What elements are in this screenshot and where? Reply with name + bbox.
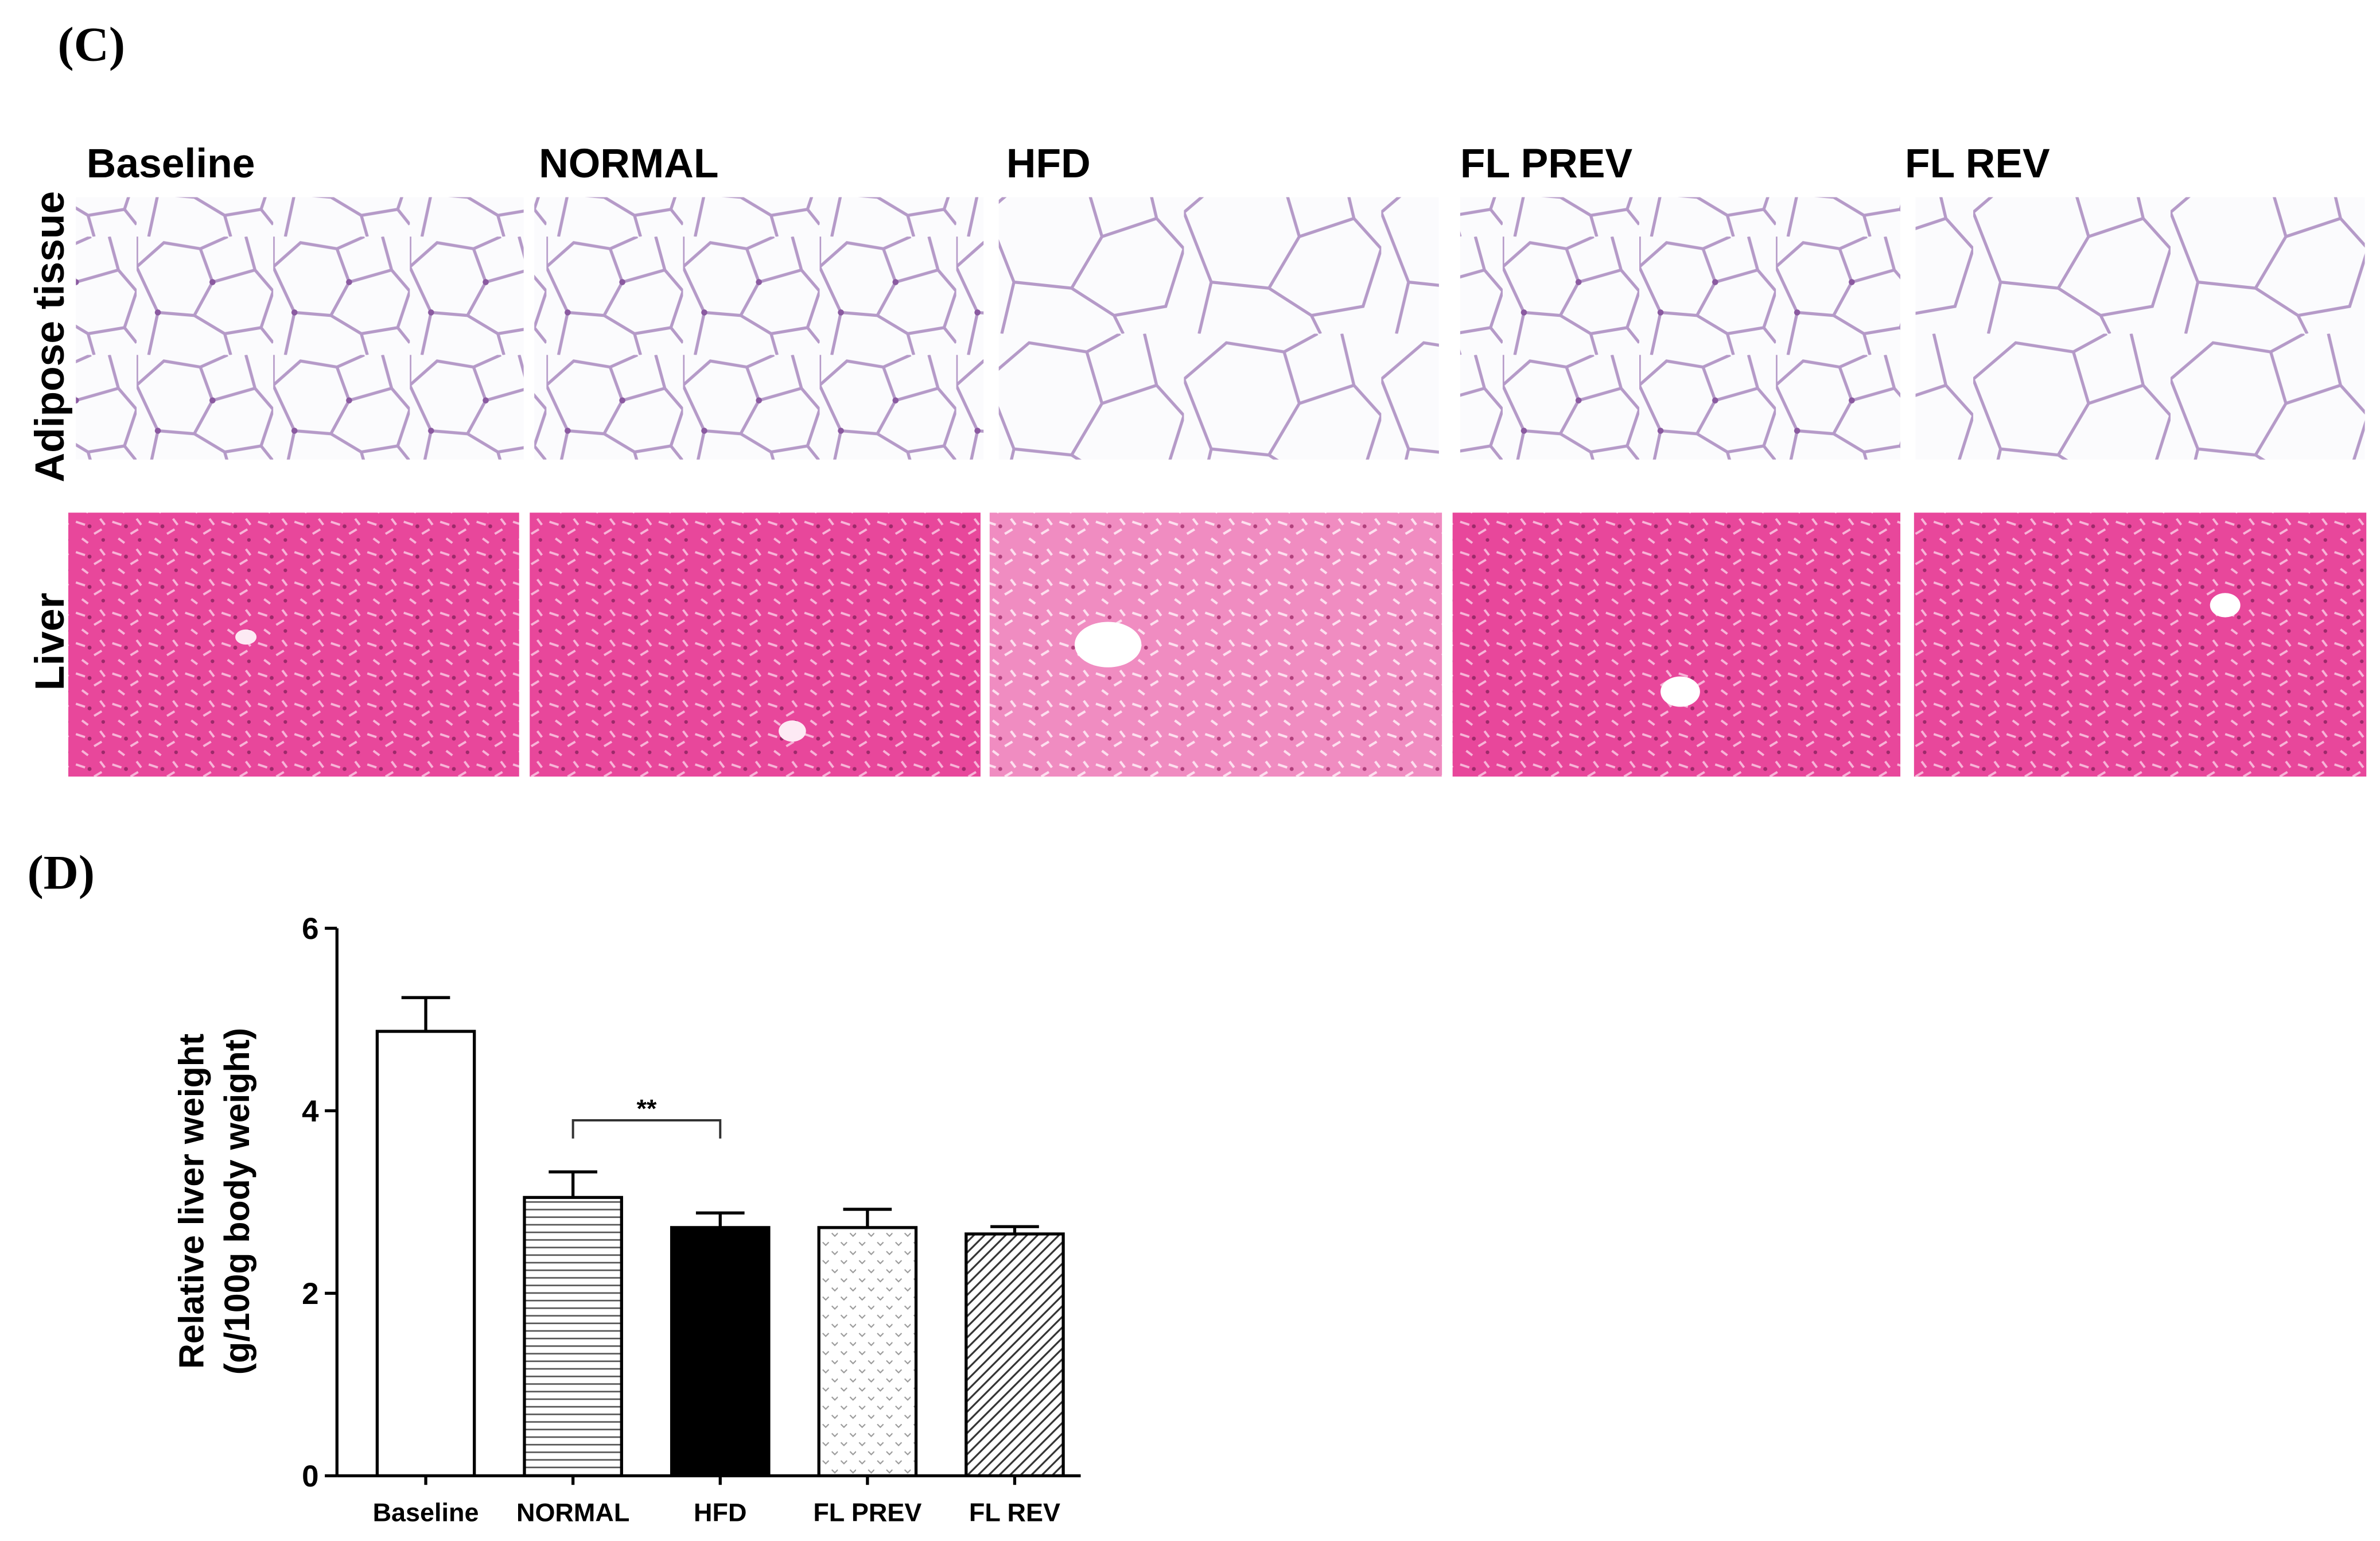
x-tick-label: HFD — [694, 1498, 746, 1527]
histology-image — [1452, 513, 1901, 777]
bar — [965, 1232, 1065, 1478]
significance-bracket — [571, 1119, 722, 1139]
panel-label: (C) — [58, 18, 126, 72]
x-tick-label: FL REV — [969, 1498, 1060, 1527]
y-tick-label: 4 — [302, 1094, 319, 1128]
bar — [817, 1226, 918, 1478]
bar — [523, 1195, 623, 1478]
column-label: FL PREV — [1460, 141, 1633, 187]
chart: 0 2 4 6 Baseline NORMAL HFD FL PREV FL REV ** — [302, 912, 1081, 1527]
column-label: Baseline — [87, 141, 255, 187]
central-vein — [1660, 676, 1700, 707]
bar — [670, 1226, 771, 1478]
histology-image — [76, 197, 524, 460]
y-tick-label: 6 — [302, 912, 318, 946]
row-label: Liver — [27, 593, 73, 691]
y-tick-label: 2 — [302, 1277, 318, 1311]
panel-label: (D) — [28, 847, 95, 900]
bar — [375, 1030, 476, 1478]
histology-image — [534, 197, 984, 460]
histology-image — [1460, 197, 1901, 460]
y-axis-label: (g/100g body weight) — [217, 1028, 256, 1375]
central-vein — [235, 629, 257, 645]
central-vein — [1074, 622, 1142, 667]
column-label: FL REV — [1905, 141, 2050, 187]
central-vein — [2210, 593, 2241, 618]
y-tick-label: 0 — [302, 1460, 318, 1493]
y-axis-label: Relative liver weight — [172, 1034, 211, 1369]
histology-image — [989, 513, 1442, 777]
significance-label: ** — [636, 1094, 657, 1123]
histology-image — [998, 197, 1439, 460]
x-tick-label: FL PREV — [813, 1498, 921, 1527]
histology-image — [1915, 197, 2365, 460]
x-tick-label: Baseline — [373, 1498, 479, 1527]
histology-image — [68, 513, 519, 777]
x-tick-label: NORMAL — [516, 1498, 629, 1527]
column-label: HFD — [1006, 141, 1091, 187]
column-label: NORMAL — [539, 141, 718, 187]
row-label: Adipose tissue — [27, 191, 73, 482]
histology-image — [530, 513, 981, 777]
histology-image — [1914, 513, 2367, 777]
central-vein — [779, 720, 806, 742]
